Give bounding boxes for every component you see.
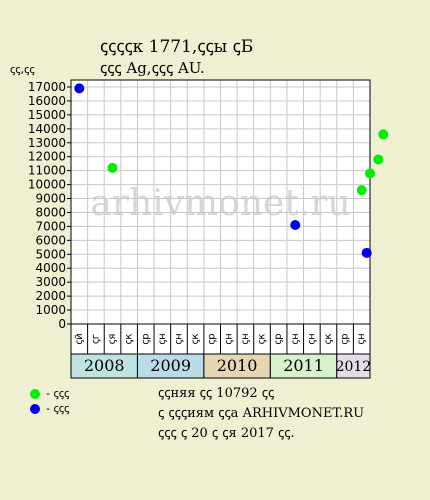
- average-price-text: ꞔꞔняя ꞔꞔ 10792 ꞔꞔ: [158, 386, 275, 401]
- y-axis-unit-label: ꞔꞔ,ꞔꞔ: [10, 63, 35, 76]
- year-cell: [203, 353, 271, 379]
- green-dot-icon: [30, 388, 40, 399]
- month-label: ꞔй: [74, 333, 85, 344]
- year-cell: [269, 353, 338, 379]
- y-tick-label: 4000: [35, 261, 66, 275]
- year-cell: [136, 353, 205, 379]
- month-label: ꞔк: [323, 334, 334, 345]
- y-tick-label: 10000: [28, 178, 66, 192]
- data-point-blue: [361, 247, 372, 258]
- month-label: ꞔр: [140, 333, 151, 344]
- date-text: ꞔꞔꞔ ꞔ 20 ꞔ ꞔя 2017 ꞔꞔ.: [158, 426, 295, 441]
- blue-dot-icon: [30, 403, 40, 414]
- legend-item-green: - ꞔꞔꞔ: [30, 386, 69, 401]
- year-label: 2012: [336, 359, 372, 375]
- legend-label-green: - ꞔꞔꞔ: [46, 387, 70, 400]
- y-tick-label: 9000: [35, 192, 66, 206]
- data-point-green: [107, 162, 118, 173]
- y-tick-label: 16000: [28, 94, 66, 108]
- data-point-green: [373, 154, 384, 165]
- year-label: 2009: [150, 356, 191, 375]
- month-label: ꞔн: [173, 333, 184, 344]
- data-point-green: [356, 185, 367, 196]
- legend-label-blue: - ꞔꞔꞔ: [46, 402, 70, 415]
- month-label: ꞔк: [190, 334, 201, 345]
- chart-title: ꞔꞔꞔꞔк 1771,ꞔꞔы ꞔБ: [100, 37, 254, 57]
- y-tick-label: 1000: [35, 303, 66, 317]
- month-label: ꞔя: [107, 334, 118, 345]
- y-tick-label: 2000: [35, 289, 66, 303]
- month-label: ꞔр: [207, 333, 218, 344]
- y-tick-label: 15000: [28, 108, 66, 122]
- month-label: ꞔр: [340, 333, 351, 344]
- month-label: ꞔн: [306, 333, 317, 344]
- data-point-green: [365, 168, 375, 179]
- data-point-blue: [290, 220, 301, 231]
- month-label: ꞔн: [356, 333, 367, 344]
- source-text: ꞔ ꞔꞔꞔиям ꞔꞔа ARHIVMONET.RU: [158, 406, 365, 421]
- y-tick-label: 7000: [35, 219, 66, 233]
- y-tick-label: 8000: [35, 205, 66, 219]
- y-tick-label: 13000: [28, 136, 66, 150]
- y-tick-label: 17000: [28, 80, 66, 94]
- watermark: arhivmonet.ru: [90, 183, 350, 224]
- year-label: 2011: [283, 356, 324, 375]
- month-label: ꞔн: [223, 333, 234, 344]
- year-label: 2008: [84, 356, 125, 375]
- month-label: ꞔк: [124, 334, 135, 345]
- year-cell: [336, 353, 371, 379]
- y-tick-label: 14000: [28, 122, 66, 136]
- month-label: ꞔн: [240, 333, 251, 344]
- month-label: ꞔн: [157, 333, 168, 344]
- chart-subtitle: ꞔꞔꞔ Ag,ꞔꞔꞔ AU.: [100, 59, 205, 77]
- y-tick-label: 5000: [35, 247, 66, 261]
- month-label: ꞔр: [273, 333, 284, 344]
- data-point-blue: [74, 83, 85, 94]
- y-tick-label: 6000: [35, 233, 66, 247]
- y-tick-label: 12000: [28, 150, 66, 164]
- y-tick-label: 11000: [28, 164, 66, 178]
- month-label: ꞔг: [90, 334, 101, 344]
- month-label: ꞔн: [290, 333, 301, 344]
- year-label: 2010: [217, 356, 258, 375]
- y-tick-label: 3000: [35, 275, 66, 289]
- data-point-green: [378, 129, 389, 140]
- y-tick-label: 0: [58, 317, 66, 331]
- legend-item-blue: - ꞔꞔꞔ: [30, 401, 69, 416]
- month-label: ꞔк: [257, 334, 268, 345]
